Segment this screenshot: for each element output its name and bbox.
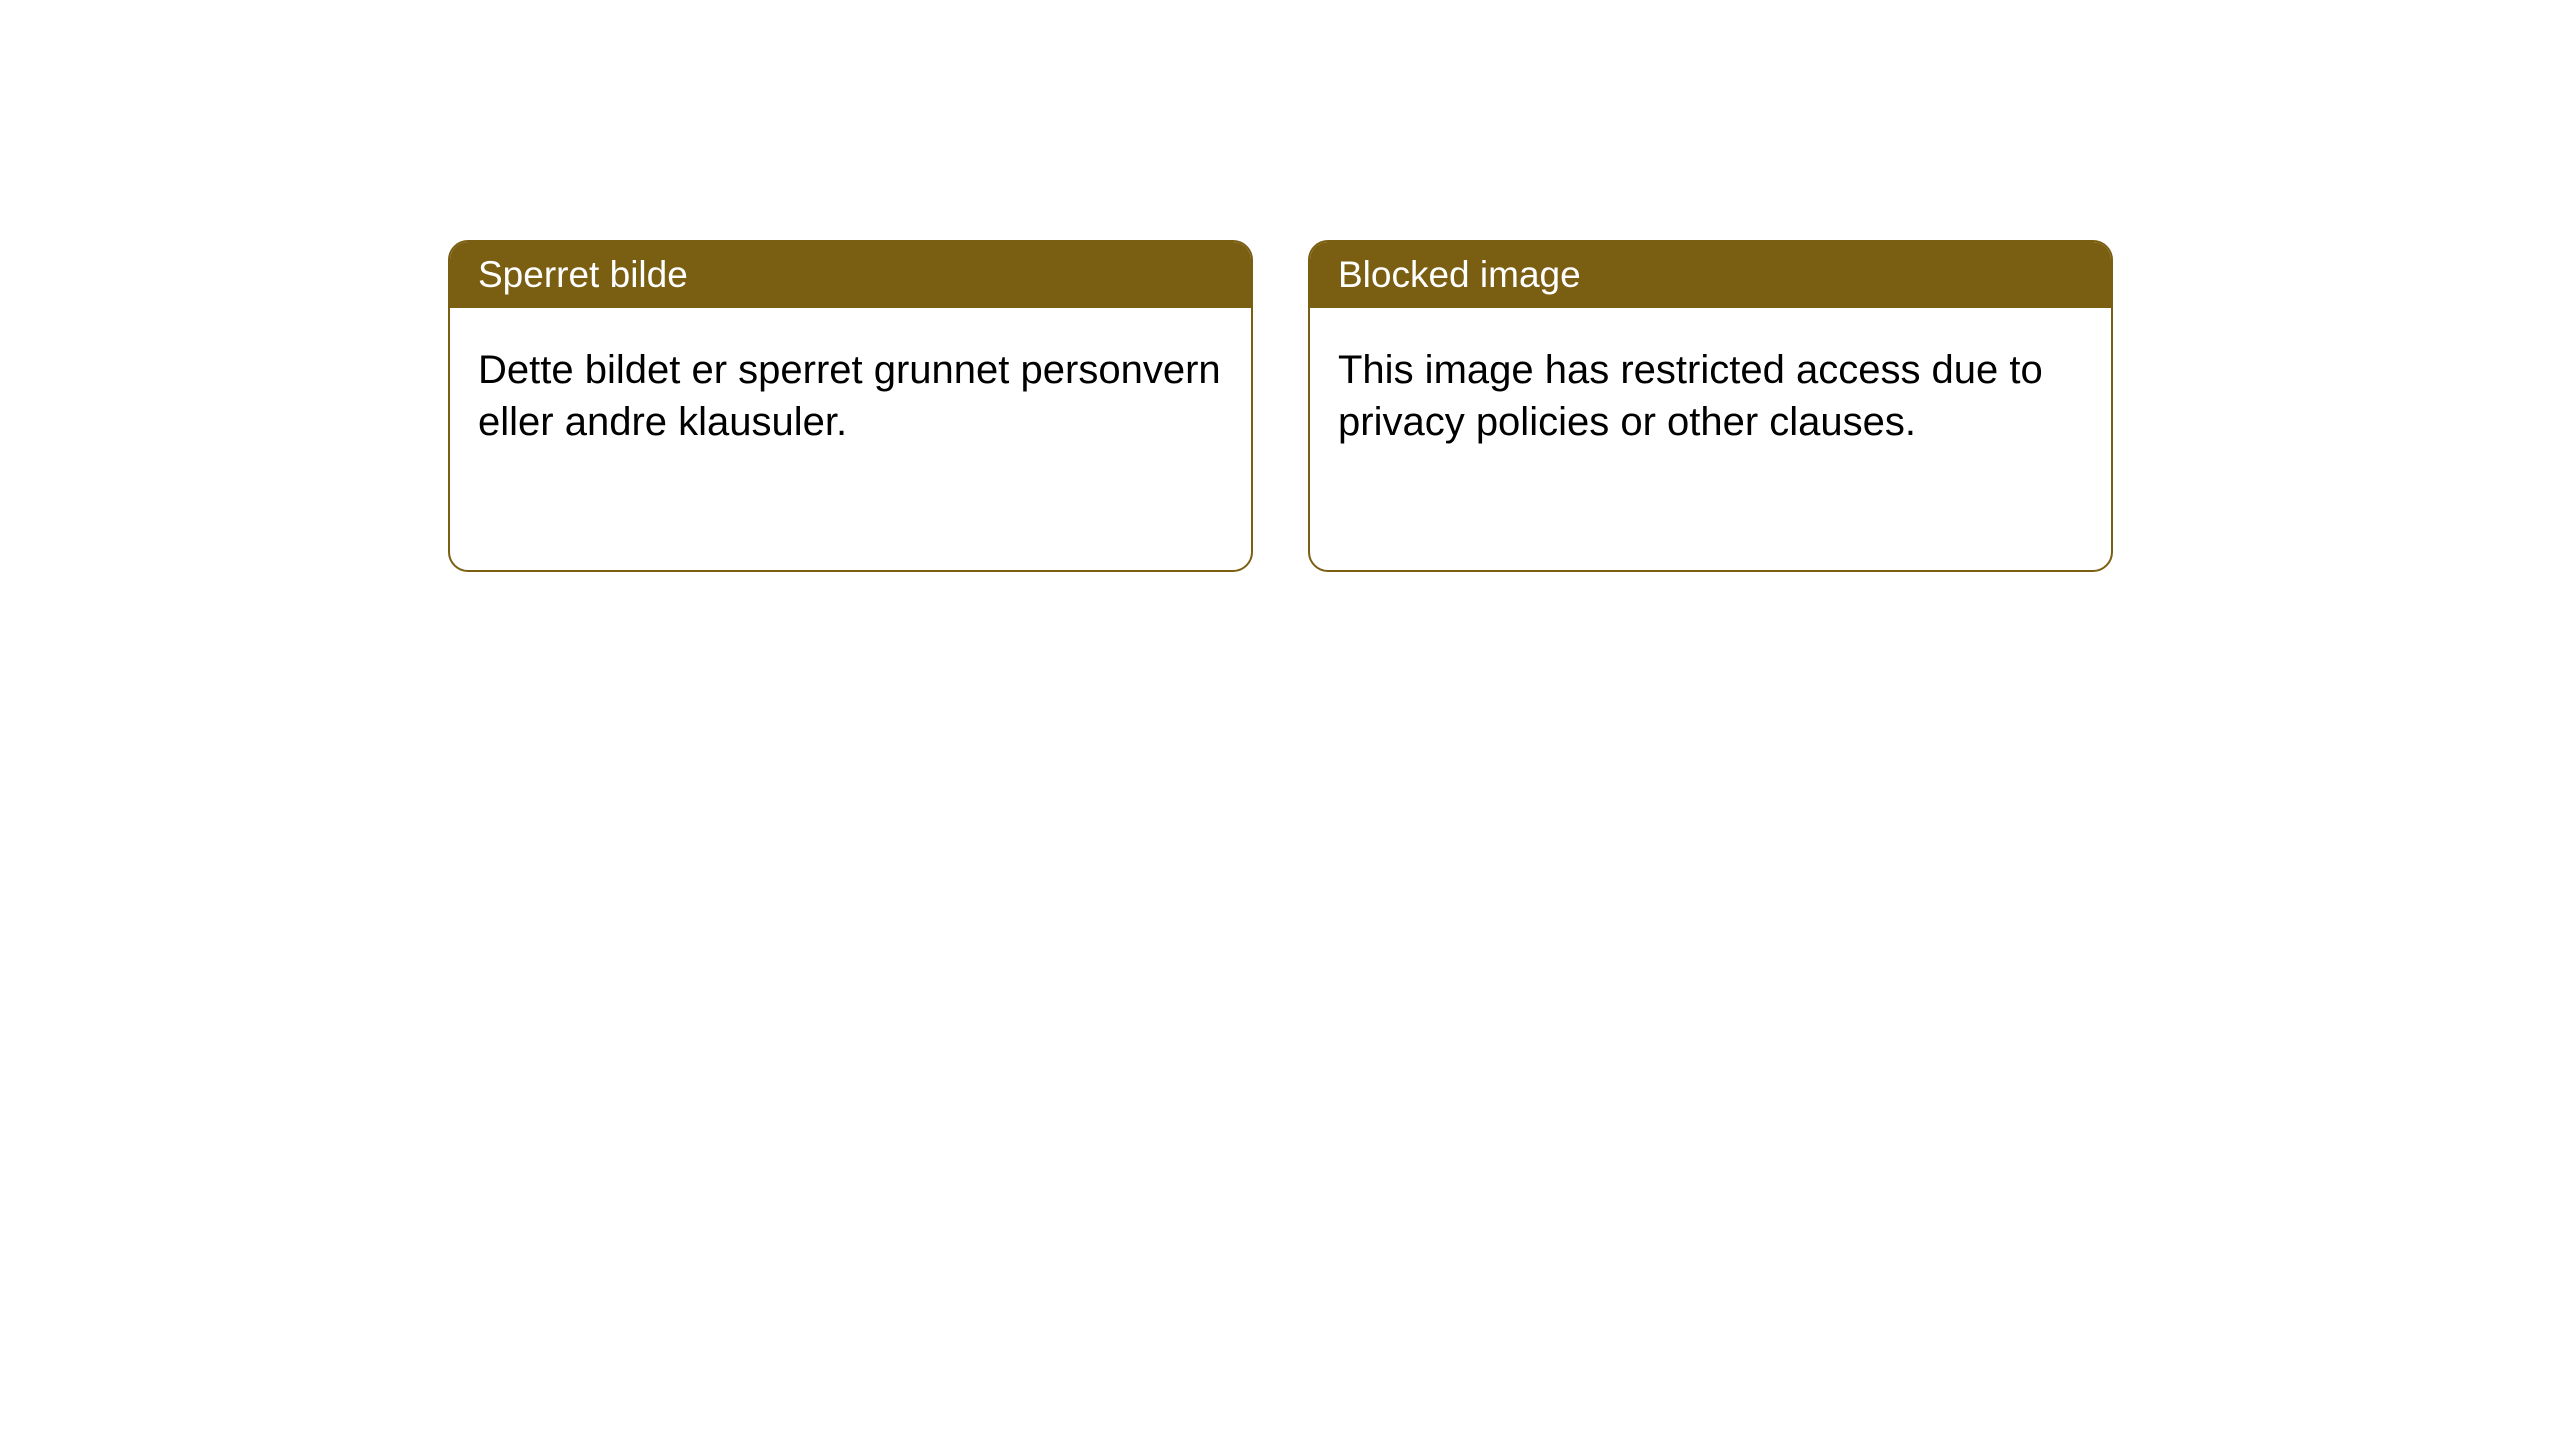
notice-card-english: Blocked image This image has restricted … <box>1308 240 2113 572</box>
card-title: Sperret bilde <box>478 254 688 295</box>
card-message: This image has restricted access due to … <box>1338 348 2043 444</box>
card-body: This image has restricted access due to … <box>1310 308 2111 570</box>
card-title: Blocked image <box>1338 254 1581 295</box>
notice-cards-container: Sperret bilde Dette bildet er sperret gr… <box>448 240 2113 572</box>
notice-card-norwegian: Sperret bilde Dette bildet er sperret gr… <box>448 240 1253 572</box>
card-header: Sperret bilde <box>450 242 1251 308</box>
card-body: Dette bildet er sperret grunnet personve… <box>450 308 1251 570</box>
card-header: Blocked image <box>1310 242 2111 308</box>
card-message: Dette bildet er sperret grunnet personve… <box>478 348 1221 444</box>
